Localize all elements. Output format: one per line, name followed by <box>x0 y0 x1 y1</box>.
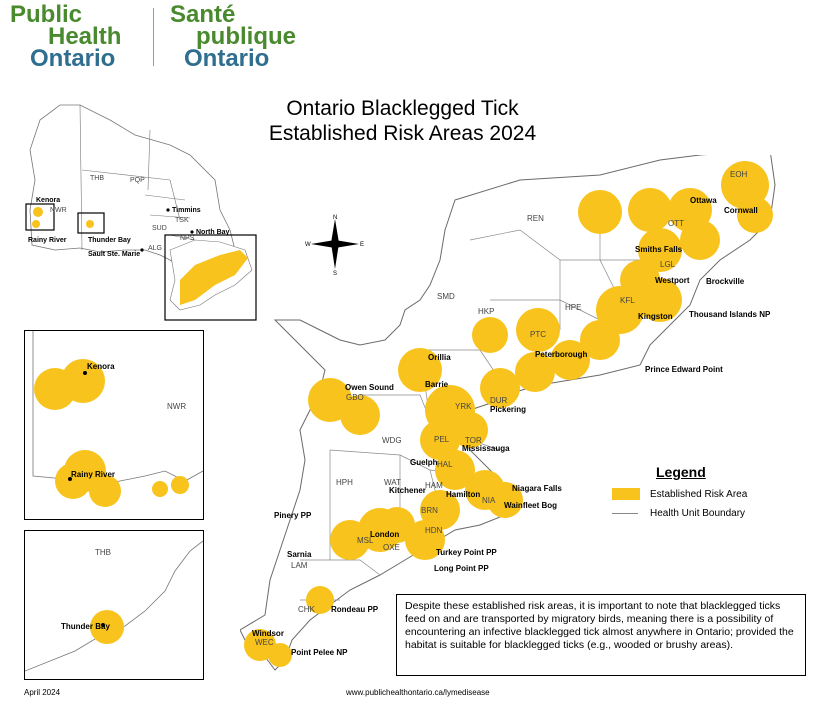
overview-hu-label: THB <box>90 175 104 182</box>
compass-n: N <box>333 215 337 221</box>
overview-hu-label: ALG <box>148 245 162 252</box>
compass-e: E <box>360 242 364 248</box>
rainy-river-dot <box>68 477 72 481</box>
overview-risk-rainyriver <box>32 220 40 228</box>
inset-risk-area <box>61 359 105 403</box>
kenora-label: Kenora <box>87 362 115 371</box>
kenora-dot <box>83 371 87 375</box>
overview-city-dot <box>140 248 144 252</box>
overview-thunderbay-box <box>77 212 105 234</box>
inset-nwr: Kenora Rainy River NWR <box>24 330 204 520</box>
overview-hu-label: PQP <box>130 177 145 184</box>
overview-risk-thunderbay <box>86 220 94 228</box>
overview-map: NWR THB PQP TSK SUD ALG NPS Kenora Rainy… <box>25 104 257 321</box>
inset-risk-area <box>55 463 91 499</box>
nwr-label: NWR <box>167 402 186 411</box>
overview-hu-label: NWR <box>50 207 67 214</box>
overview-hu-label: NPS <box>180 235 195 242</box>
logo-divider <box>153 8 154 66</box>
overview-kenora-box <box>25 203 55 231</box>
overview-city-label: North Bay <box>196 229 230 236</box>
risk-note: Despite these established risk areas, it… <box>396 594 806 676</box>
compass-needle-ew <box>311 240 359 248</box>
compass-s: S <box>333 271 337 275</box>
inset-nwr-map: Kenora Rainy River NWR <box>32 331 203 507</box>
rainy-river-label: Rainy River <box>71 470 115 479</box>
legend-title: Legend <box>656 464 706 480</box>
overview-city-label: Sault Ste. Marie <box>88 251 140 258</box>
map-title: Ontario Blacklegged Tick Established Ris… <box>268 97 537 145</box>
overview-risk-kenora <box>33 207 43 217</box>
overview-boundaries <box>79 104 196 251</box>
overview-hu-label: TSK <box>175 217 189 224</box>
thb-label: THB <box>95 548 111 557</box>
inset-risk-area <box>90 610 124 644</box>
phu-logo-english: Public Health Ontario <box>10 1 122 72</box>
compass-rose: N S E W <box>305 215 364 275</box>
overview-risk-area <box>180 250 248 305</box>
legend-risk-row: Established Risk Area <box>612 488 812 500</box>
inset-thb: Thunder Bay THB <box>24 530 204 680</box>
legend-risk-label: Established Risk Area <box>650 488 748 500</box>
thunder-bay-label: Thunder Bay <box>61 622 110 631</box>
footer-url[interactable]: www.publichealthontario.ca/lymedisease <box>346 688 490 697</box>
inset-risk-area <box>171 476 189 494</box>
overview-city-label: Kenora <box>36 197 60 204</box>
overview-city-dot <box>166 208 170 212</box>
overview-city-label: Timmins <box>172 207 201 214</box>
inset-thb-shoreline <box>25 540 203 672</box>
compass-w: W <box>305 242 311 248</box>
overview-hu-label: SUD <box>152 225 167 232</box>
main-map <box>240 155 776 671</box>
phu-logo-french: Santé publique Ontario <box>170 1 296 72</box>
legend: Legend Established Risk Area Health Unit… <box>612 464 812 519</box>
thunder-bay-dot <box>101 623 105 627</box>
main-risk-areas <box>244 161 773 667</box>
inset-thb-map: Thunder Bay THB <box>25 540 203 672</box>
inset-risk-area <box>152 481 168 497</box>
risk-swatch <box>612 488 640 500</box>
overview-south-box <box>164 234 257 321</box>
boundary-swatch <box>612 513 638 514</box>
legend-boundary-label: Health Unit Boundary <box>650 508 746 519</box>
footer-date: April 2024 <box>24 688 61 697</box>
legend-boundary-row: Health Unit Boundary <box>612 508 812 519</box>
overview-city-label: Rainy River <box>28 237 67 244</box>
inset-risk-area <box>89 475 121 507</box>
overview-city-dot <box>190 230 194 234</box>
overview-city-label: Thunder Bay <box>88 237 131 244</box>
